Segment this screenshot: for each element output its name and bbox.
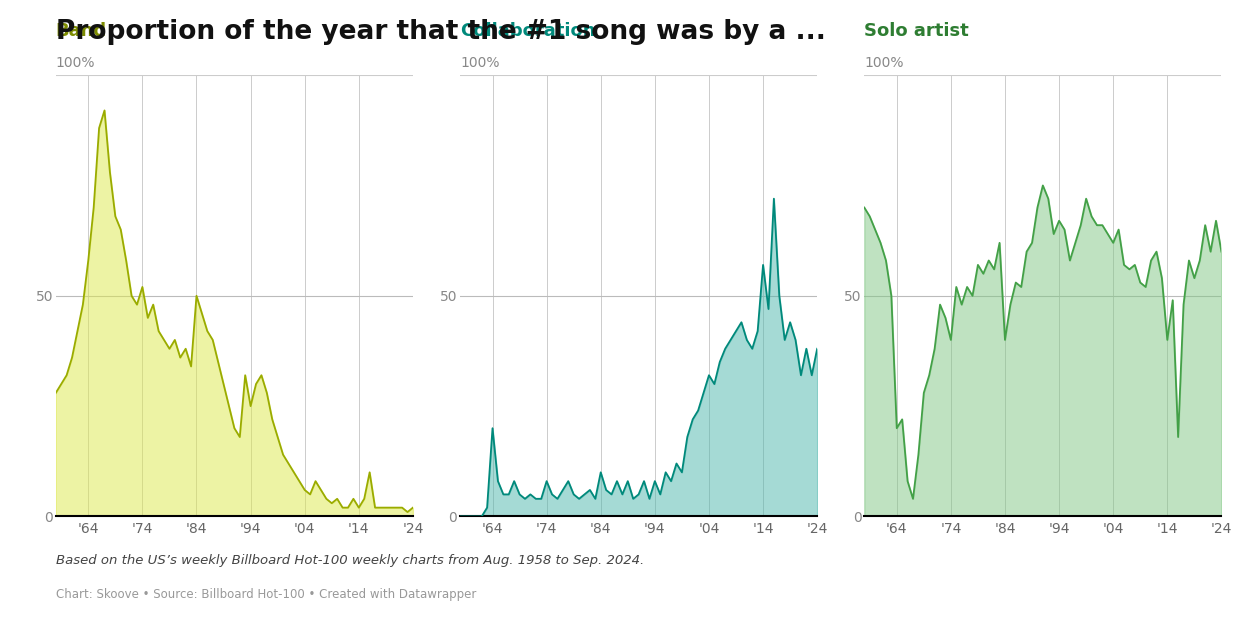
Text: 100%: 100%: [864, 56, 904, 69]
Text: Based on the US’s weekly Billboard Hot-100 weekly charts from Aug. 1958 to Sep. : Based on the US’s weekly Billboard Hot-1…: [56, 554, 644, 567]
Text: 100%: 100%: [56, 56, 95, 69]
Text: Band: Band: [56, 22, 107, 40]
Text: Collaboration: Collaboration: [460, 22, 595, 40]
Text: Chart: Skoove • Source: Billboard Hot-100 • Created with Datawrapper: Chart: Skoove • Source: Billboard Hot-10…: [56, 588, 476, 602]
Text: Proportion of the year that the #1 song was by a ...: Proportion of the year that the #1 song …: [56, 19, 826, 45]
Text: Solo artist: Solo artist: [864, 22, 968, 40]
Text: 100%: 100%: [460, 56, 500, 69]
